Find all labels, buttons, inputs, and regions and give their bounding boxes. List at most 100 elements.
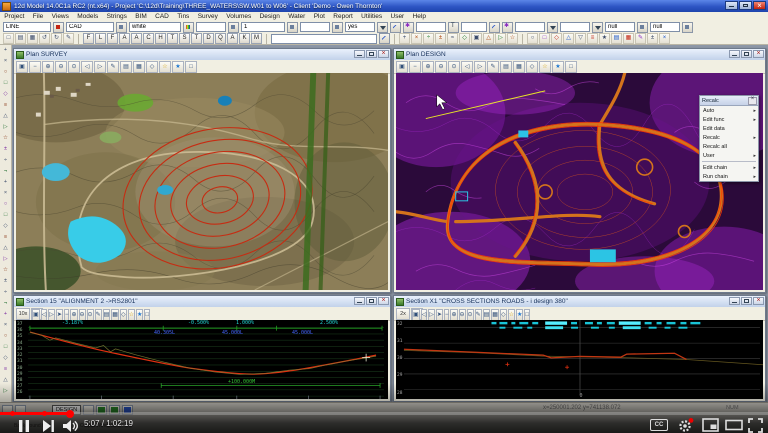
file-tool-icon[interactable]: ▤ bbox=[15, 33, 26, 44]
menu-item[interactable]: Utilities bbox=[361, 13, 383, 20]
view-tool-icon[interactable]: ◁ bbox=[81, 60, 93, 73]
colour-picker-icon[interactable] bbox=[183, 21, 194, 33]
favourite-letter-button[interactable]: H bbox=[155, 33, 166, 44]
view-tool-icon[interactable]: ⊙ bbox=[86, 308, 94, 321]
snap-settings-icon[interactable] bbox=[403, 21, 414, 33]
cad-tool-icon[interactable]: □ bbox=[3, 212, 8, 218]
settings-gear-icon[interactable] bbox=[677, 417, 694, 433]
cad-tool-icon[interactable]: △ bbox=[3, 377, 8, 383]
menu-item[interactable]: Survey bbox=[197, 13, 218, 20]
favourite-letter-button[interactable]: S bbox=[179, 33, 190, 44]
cad-tool-icon[interactable]: ☆ bbox=[3, 267, 8, 273]
view-tool-icon[interactable]: ▦ bbox=[491, 308, 499, 321]
view-tool-icon[interactable]: ★ bbox=[172, 60, 184, 73]
view-tool-icon[interactable]: □ bbox=[565, 60, 577, 73]
view-tool-icon[interactable]: ◇ bbox=[119, 308, 127, 321]
menu-item-auto[interactable]: Auto bbox=[700, 106, 758, 115]
view-tool-icon[interactable]: ✎ bbox=[107, 60, 119, 73]
favourite-letter-button[interactable]: C bbox=[143, 33, 154, 44]
cad-type-field[interactable] bbox=[3, 22, 51, 32]
view-tool-icon[interactable]: ☆ bbox=[539, 60, 551, 73]
progress-bar-track[interactable] bbox=[0, 412, 768, 415]
view-tool-icon[interactable]: ⊙ bbox=[448, 60, 460, 73]
playhead[interactable] bbox=[66, 409, 74, 418]
view-tool-icon[interactable]: ☆ bbox=[159, 60, 171, 73]
cad-tool-icon[interactable]: ○ bbox=[3, 69, 8, 75]
view-tool-icon[interactable]: ▷ bbox=[474, 60, 486, 73]
view-tool-icon[interactable]: ⊕ bbox=[422, 60, 434, 73]
zoom-factor-button[interactable]: 10x bbox=[16, 307, 30, 320]
minimize-button[interactable] bbox=[354, 50, 365, 58]
minimize-button[interactable] bbox=[725, 1, 738, 10]
weight-picker-icon[interactable] bbox=[287, 21, 298, 33]
favourite-letter-button[interactable]: L bbox=[95, 33, 106, 44]
cad-tool-icon[interactable]: ÷ bbox=[3, 289, 8, 295]
view-tool-icon[interactable]: ⊕ bbox=[42, 60, 54, 73]
design-map-view[interactable]: Recalc Auto Edit func Edit data Recalc R… bbox=[396, 73, 763, 290]
menu-item[interactable]: Project bbox=[4, 13, 25, 20]
cad-tool-icon[interactable]: □ bbox=[539, 33, 550, 44]
cad-tool-icon[interactable]: □ bbox=[3, 80, 8, 86]
null-b-picker-icon[interactable] bbox=[682, 21, 693, 33]
cad-tool-icon[interactable]: ◇ bbox=[551, 33, 562, 44]
menu-item-recalc[interactable]: Recalc bbox=[700, 133, 758, 142]
group-dropdown-icon[interactable] bbox=[547, 21, 558, 33]
view-tool-icon[interactable]: ⊙ bbox=[68, 60, 80, 73]
snap-tool-icon[interactable]: + bbox=[399, 33, 410, 44]
view-tool-icon[interactable]: ⊙ bbox=[466, 308, 474, 321]
menu-item-user[interactable]: User bbox=[700, 151, 758, 160]
view-tool-icon[interactable]: ▤ bbox=[120, 60, 132, 73]
view-tool-icon[interactable]: ⊖ bbox=[435, 60, 447, 73]
view-tool-icon[interactable]: ◇ bbox=[499, 308, 507, 321]
favourite-letter-button[interactable]: F bbox=[107, 33, 118, 44]
menu-item[interactable]: CAD bbox=[155, 13, 169, 20]
view-tool-icon[interactable]: ▣ bbox=[396, 60, 408, 73]
recalc-menu-titlebar[interactable]: Recalc bbox=[700, 96, 758, 106]
view-tool-icon[interactable]: ▦ bbox=[111, 308, 119, 321]
close-button[interactable] bbox=[753, 50, 764, 58]
view-tool-icon[interactable]: □ bbox=[144, 308, 150, 321]
cad-tool-icon[interactable]: ¬ bbox=[3, 300, 8, 306]
null-field-a[interactable] bbox=[605, 22, 635, 32]
cad-tool-icon[interactable]: ◇ bbox=[3, 223, 8, 229]
menu-item-edit-func[interactable]: Edit func bbox=[700, 115, 758, 124]
file-tool-icon[interactable]: □ bbox=[3, 33, 14, 44]
file-tool-icon[interactable]: ✎ bbox=[63, 33, 74, 44]
snap-tool-icon[interactable]: ▷ bbox=[495, 33, 506, 44]
cad-tool-icon[interactable]: □ bbox=[3, 344, 8, 350]
cad-tool-icon[interactable]: ± bbox=[3, 146, 8, 152]
favourite-letter-button[interactable]: M bbox=[251, 33, 262, 44]
menu-item[interactable]: BIM bbox=[135, 13, 147, 20]
view-tool-icon[interactable]: ⊕ bbox=[450, 308, 458, 321]
menu-item-run-chain[interactable]: Run chain bbox=[700, 172, 758, 181]
file-tool-icon[interactable]: ↺ bbox=[39, 33, 50, 44]
cad-tool-icon[interactable]: △ bbox=[563, 33, 574, 44]
view-tool-icon[interactable]: − bbox=[29, 60, 41, 73]
menu-item[interactable]: Help bbox=[412, 13, 426, 20]
cad-tool-icon[interactable]: ▷ bbox=[3, 124, 8, 130]
cad-tool-icon[interactable]: ○ bbox=[3, 201, 8, 207]
cad-tool-icon[interactable]: ◇ bbox=[3, 355, 8, 361]
view-tool-icon[interactable]: ▣ bbox=[16, 60, 28, 73]
snap-tool-icon[interactable]: ± bbox=[435, 33, 446, 44]
minimize-button[interactable] bbox=[354, 297, 365, 305]
favourite-letter-button[interactable]: A bbox=[227, 33, 238, 44]
view-tool-icon[interactable]: ☆ bbox=[507, 308, 515, 321]
maximize-button[interactable] bbox=[741, 297, 752, 305]
cad-tool-icon[interactable]: ◇ bbox=[3, 91, 8, 97]
view-tool-icon[interactable]: ➤ bbox=[55, 308, 63, 321]
cad-tool-icon[interactable]: ≡ bbox=[3, 102, 8, 108]
cad-tool-icon[interactable]: + bbox=[3, 47, 8, 53]
cad-tool-icon[interactable]: ▽ bbox=[575, 33, 586, 44]
command-input[interactable] bbox=[271, 33, 377, 44]
tin2-field[interactable] bbox=[560, 22, 590, 32]
view-tool-icon[interactable]: ▦ bbox=[133, 60, 145, 73]
cad-tool-icon[interactable]: ○ bbox=[3, 333, 8, 339]
view-tool-icon[interactable]: ◇ bbox=[526, 60, 538, 73]
view-tool-icon[interactable]: ✎ bbox=[474, 308, 482, 321]
next-button[interactable] bbox=[40, 418, 56, 433]
cad-tool-icon[interactable]: ± bbox=[3, 278, 8, 284]
menu-item-recalc-all[interactable]: Recalc all bbox=[703, 143, 727, 150]
cad-tool-icon[interactable]: ≡ bbox=[3, 234, 8, 240]
cad-tool-icon[interactable]: ▤ bbox=[611, 33, 622, 44]
